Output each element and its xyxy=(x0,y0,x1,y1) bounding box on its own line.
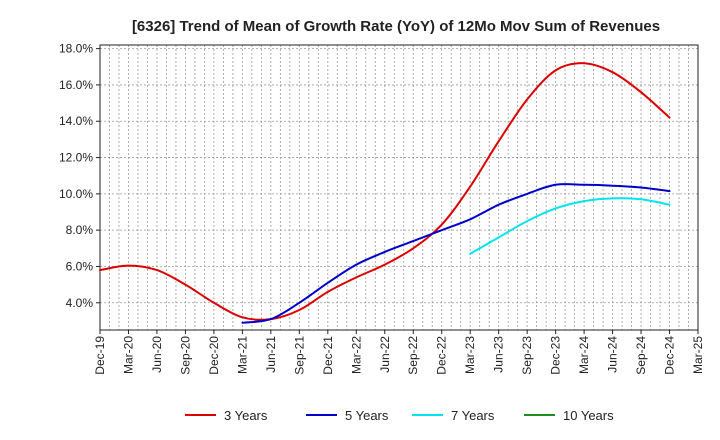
series-lines xyxy=(99,62,671,324)
x-tick-label: Sep-24 xyxy=(634,336,648,375)
chart-title: [6326] Trend of Mean of Growth Rate (YoY… xyxy=(132,18,660,35)
y-tick-label: 6.0% xyxy=(66,259,94,273)
x-tick-label: Sep-22 xyxy=(406,336,420,375)
legend-label-3-years: 3 Years xyxy=(224,408,268,423)
x-tick-label: Mar-25 xyxy=(691,336,705,374)
grid-lines xyxy=(100,45,698,330)
x-tick-label: Mar-23 xyxy=(463,336,477,374)
series-line-7-years xyxy=(469,197,671,255)
legend-label-10-years: 10 Years xyxy=(563,408,614,423)
x-tick-label: Jun-23 xyxy=(492,336,506,373)
legend-label-5-years: 5 Years xyxy=(345,408,389,423)
y-tick-label: 10.0% xyxy=(59,187,93,201)
x-tick-label: Dec-19 xyxy=(93,336,107,375)
x-tick-label: Jun-21 xyxy=(264,336,278,373)
x-tick-label: Sep-21 xyxy=(292,336,306,375)
x-tick-label: Sep-23 xyxy=(520,336,534,375)
x-tick-label: Dec-21 xyxy=(321,336,335,375)
x-tick-label: Jun-20 xyxy=(150,336,164,373)
series-line-5-years xyxy=(241,183,671,324)
x-tick-label: Mar-22 xyxy=(349,336,363,374)
y-tick-label: 18.0% xyxy=(59,42,93,56)
x-tick-label: Sep-20 xyxy=(178,336,192,375)
x-tick-label: Jun-22 xyxy=(378,336,392,373)
plot-area xyxy=(99,44,699,331)
x-tick-label: Jun-24 xyxy=(606,336,620,373)
x-axis-ticks: Dec-19 Mar-20 Jun-20 Sep-20 Dec-20 Mar-21 Jun-… xyxy=(93,330,705,375)
x-tick-label: Mar-21 xyxy=(235,336,249,374)
y-axis-ticks: 4.0% 6.0% 8.0% 10.0% 12.0% 14.0% 16.0% 18.0% xyxy=(59,42,100,310)
x-tick-label: Mar-20 xyxy=(121,336,135,374)
legend-label-7-years: 7 Years xyxy=(451,408,495,423)
y-tick-label: 8.0% xyxy=(66,223,94,237)
x-tick-label: Dec-24 xyxy=(663,336,677,375)
series-line-3-years xyxy=(99,62,671,321)
y-tick-label: 16.0% xyxy=(59,78,93,92)
x-tick-label: Dec-23 xyxy=(549,336,563,375)
legend: 3 Years 5 Years 7 Years 10 Years xyxy=(185,408,614,423)
x-tick-label: Mar-24 xyxy=(577,336,591,374)
x-tick-label: Dec-20 xyxy=(207,336,221,375)
y-tick-label: 14.0% xyxy=(59,114,93,128)
x-tick-label: Dec-22 xyxy=(435,336,449,375)
y-tick-label: 4.0% xyxy=(66,296,94,310)
y-tick-label: 12.0% xyxy=(59,151,93,165)
